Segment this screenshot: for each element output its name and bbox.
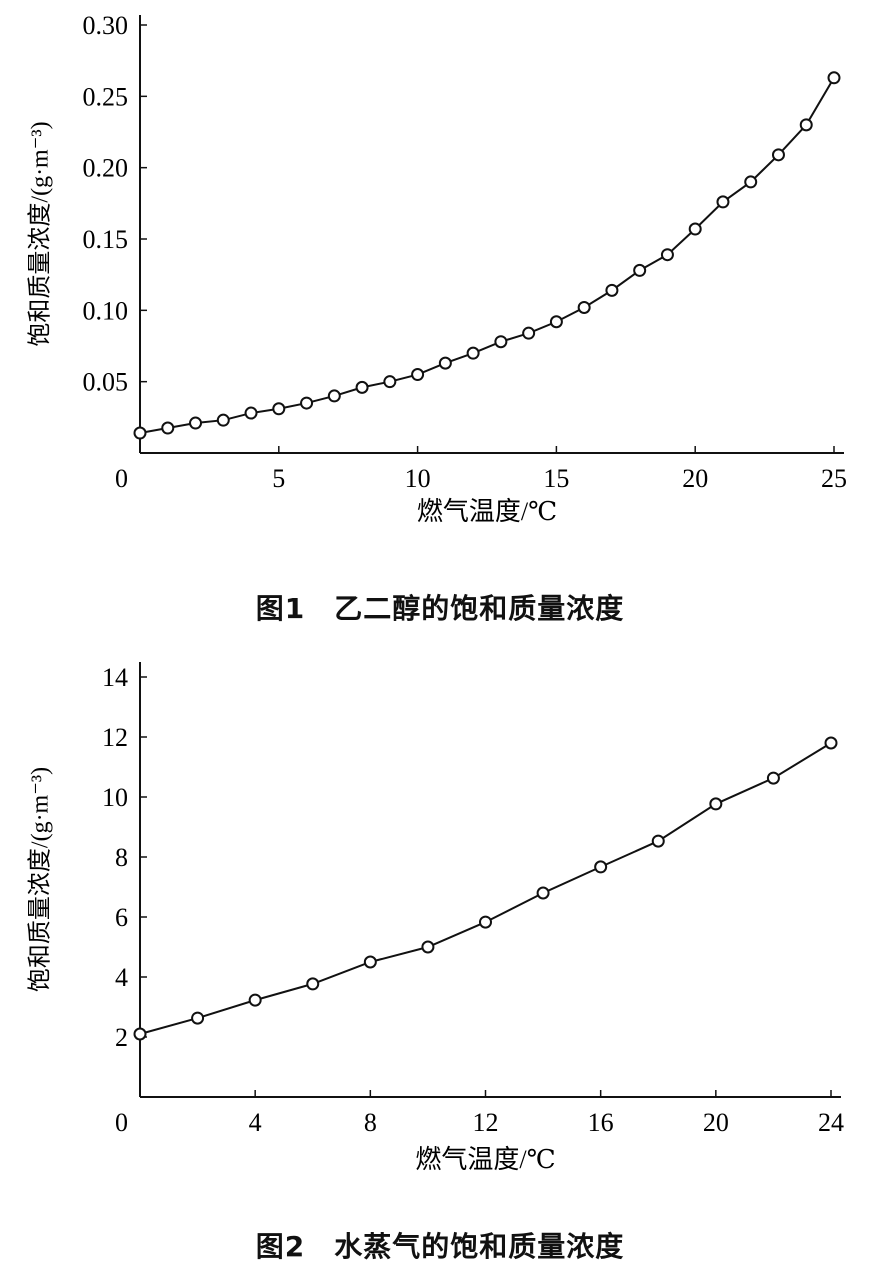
chart2-caption: 图2 水蒸气的饱和质量浓度 — [255, 1230, 625, 1263]
chart1-data-point — [494, 335, 508, 349]
chart1-data-point — [466, 346, 480, 360]
chart2-x-tick-label: 4 — [249, 1108, 262, 1137]
chart2-y-tick-label: 2 — [115, 1023, 128, 1052]
chart1-y-tick-label: 0.05 — [83, 368, 129, 397]
chart1-data-point — [799, 118, 813, 132]
chart1-data-point — [688, 222, 702, 236]
chart1-data-point — [272, 402, 286, 416]
chart2-y-tick-label: 10 — [102, 783, 128, 812]
chart1-x-tick-label: 5 — [272, 464, 285, 493]
chart1-y-tick-label: 0.10 — [83, 296, 129, 325]
chart2-data-point — [594, 860, 608, 874]
chart2-x-tick-label: 20 — [703, 1108, 729, 1137]
chart1-y-tick-label: 0.25 — [83, 82, 129, 111]
chart2-x-tick-label: 16 — [588, 1108, 614, 1137]
chart1-y-tick-label: 0.20 — [83, 154, 129, 183]
chart2-data-point — [709, 797, 723, 811]
chart1-x-tick-label: 25 — [821, 464, 847, 493]
chart1-data-point — [411, 368, 425, 382]
chart2-data-point — [248, 993, 262, 1007]
chart1-data-point — [161, 421, 175, 435]
chart1-origin-label: 0 — [115, 464, 128, 493]
chart1-data-point — [633, 263, 647, 277]
chart2-data-point — [421, 940, 435, 954]
chart2-data-point — [133, 1027, 147, 1041]
chart2-data-point — [363, 955, 377, 969]
chart2-data-point — [651, 834, 665, 848]
chart1-y-tick-label: 0.15 — [83, 225, 129, 254]
chart1-data-point — [716, 195, 730, 209]
chart1-data-point — [660, 248, 674, 262]
chart1-x-tick-label: 15 — [543, 464, 569, 493]
chart2-data-point — [536, 886, 550, 900]
chart1-data-point — [605, 283, 619, 297]
chart1-data-point — [355, 380, 369, 394]
chart2-y-tick-label: 4 — [115, 963, 128, 992]
chart1-data-point — [244, 406, 258, 420]
chart1-data-point — [300, 396, 314, 410]
chart2-data-point — [479, 915, 492, 929]
chart2-y-tick-label: 14 — [102, 663, 128, 692]
chart1-x-tick-label: 20 — [682, 464, 708, 493]
chart1-data-point — [216, 413, 230, 427]
chart2-x-tick-label: 8 — [364, 1108, 377, 1137]
chart2-y-tick-label: 8 — [115, 843, 128, 872]
chart2-data-point — [306, 977, 320, 991]
chart1-y-tick-label: 0.30 — [83, 11, 129, 40]
chart1-x-tick-label: 10 — [405, 464, 431, 493]
chart1-data-point — [549, 315, 563, 329]
chart2-y-tick-label: 12 — [102, 723, 128, 752]
chart2-data-point — [191, 1011, 205, 1025]
chart1-caption: 图1 乙二醇的饱和质量浓度 — [255, 592, 625, 625]
chart1-data-point — [383, 375, 397, 389]
chart1-data-point — [577, 300, 591, 314]
chart2-data-point — [824, 736, 838, 750]
chart1-data-point — [744, 175, 758, 189]
chart2-x-tick-label: 12 — [473, 1108, 499, 1137]
chart1-data-point — [133, 426, 147, 440]
chart1-x-axis-label: 燃气温度/℃ — [417, 497, 557, 526]
chart1-data-point — [771, 148, 785, 162]
chart1-y-axis-label: 饱和质量浓度/(g·m⁻³) — [27, 121, 54, 346]
chart2-x-axis-label: 燃气温度/℃ — [415, 1145, 555, 1174]
chart1-data-point — [189, 416, 203, 430]
chart2-y-axis-label: 饱和质量浓度/(g·m⁻³) — [27, 767, 54, 992]
chart1-data-point — [522, 326, 536, 340]
chart2-series-line — [139, 742, 832, 1035]
chart2-y-tick-label: 6 — [115, 903, 128, 932]
chart2-x-tick-label: 24 — [818, 1108, 844, 1137]
chart1-data-point — [827, 71, 841, 85]
chart2-origin-label: 0 — [115, 1108, 128, 1137]
chart2-data-point — [766, 771, 780, 785]
chart1-data-point — [438, 356, 452, 370]
chart1-data-point — [327, 389, 341, 403]
chart1-series-line — [139, 77, 835, 435]
